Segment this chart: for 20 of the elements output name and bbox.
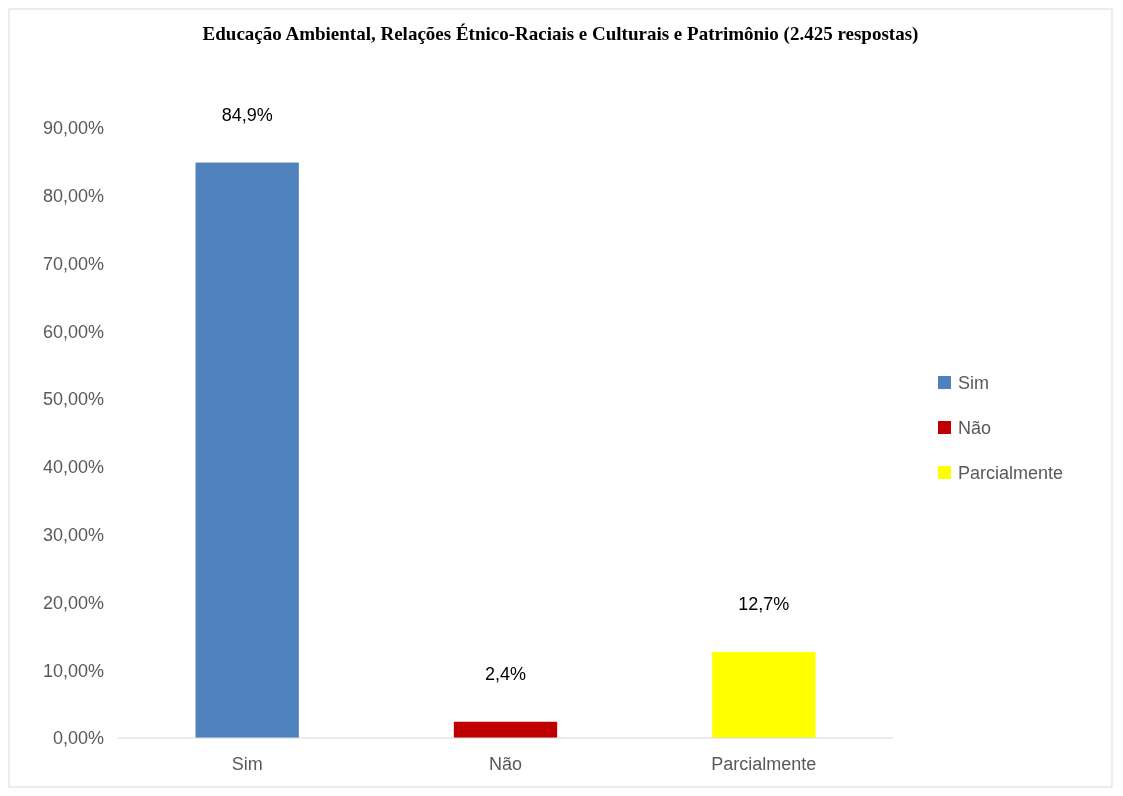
x-tick-label: Sim <box>231 754 263 774</box>
legend-label: Não <box>958 418 992 439</box>
x-tick-label: Parcialmente <box>711 754 817 774</box>
data-label: 12,7% <box>738 593 790 614</box>
y-tick-label: 30,00% <box>42 524 104 545</box>
y-tick-label: 40,00% <box>42 457 104 478</box>
y-tick-label: 60,00% <box>42 321 104 342</box>
x-tick-label: Não <box>488 754 523 774</box>
y-tick-label: 0,00% <box>52 728 104 749</box>
data-label: 84,9% <box>221 104 273 125</box>
y-tick-label: 50,00% <box>42 389 104 410</box>
legend-label: Parcialmente <box>958 463 1064 484</box>
legend-label: Sim <box>958 373 989 394</box>
data-label: 2,4% <box>484 663 527 684</box>
chart-title: Educação Ambiental, Relações Étnico-Raciais e Culturais e Patrimônio (2.425 respostas) <box>202 23 919 45</box>
y-tick-label: 90,00% <box>42 118 104 139</box>
y-tick-label: 20,00% <box>42 592 104 613</box>
y-tick-label: 10,00% <box>42 660 104 681</box>
y-tick-label: 70,00% <box>42 253 104 274</box>
y-tick-label: 80,00% <box>42 186 104 207</box>
